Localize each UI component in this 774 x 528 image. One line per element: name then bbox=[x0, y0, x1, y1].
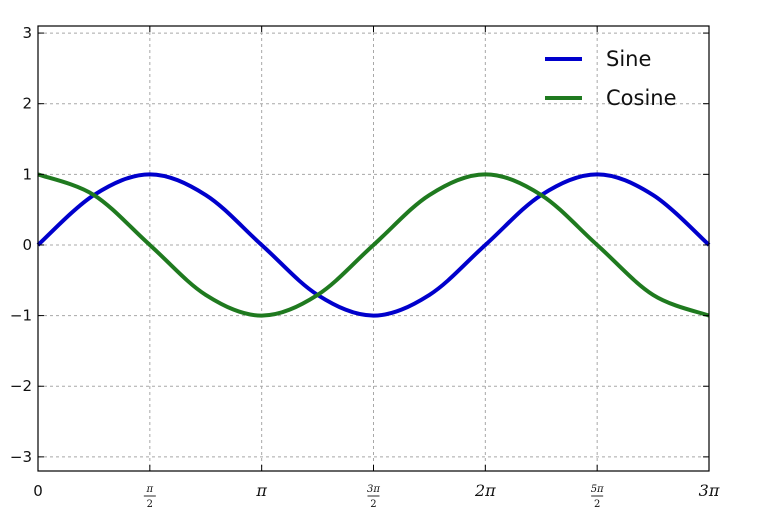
x-tick-label: 2π bbox=[474, 481, 496, 500]
legend: Sine Cosine bbox=[545, 47, 677, 110]
plot-series bbox=[36, 172, 711, 318]
axis-ticks bbox=[37, 26, 710, 471]
legend-label-sine: Sine bbox=[606, 47, 651, 71]
y-tick-label: −3 bbox=[10, 448, 32, 466]
legend-label-cosine: Cosine bbox=[606, 86, 677, 110]
x-tick-label-numerator: 3π bbox=[367, 484, 380, 495]
x-tick-label: 3π bbox=[699, 481, 720, 500]
series-line-sine bbox=[36, 172, 711, 318]
y-tick-label: 2 bbox=[22, 95, 32, 113]
y-tick-label: −1 bbox=[10, 307, 32, 325]
x-tick-label-numerator: π bbox=[146, 484, 154, 495]
series-line-cosine bbox=[37, 172, 710, 318]
x-tick-label-fraction: 3π2 bbox=[367, 484, 380, 510]
y-tick-labels: 3 2 1 0 −1 −2 −3 bbox=[10, 24, 32, 466]
x-tick-label-denominator: 2 bbox=[147, 499, 153, 510]
y-tick-label: 1 bbox=[22, 165, 32, 183]
x-tick-label: π bbox=[255, 481, 267, 500]
y-tick-label: 0 bbox=[22, 236, 32, 254]
x-tick-label-fraction: π2 bbox=[143, 484, 156, 510]
x-tick-label-numerator: 5π bbox=[591, 484, 604, 495]
y-tick-label: −2 bbox=[10, 377, 32, 395]
x-tick-label-denominator: 2 bbox=[370, 499, 376, 510]
x-tick-label-denominator: 2 bbox=[594, 499, 600, 510]
x-tick-label-fraction: 5π2 bbox=[591, 484, 604, 510]
y-tick-label: 3 bbox=[22, 24, 32, 42]
x-tick-label: 0 bbox=[33, 482, 43, 500]
